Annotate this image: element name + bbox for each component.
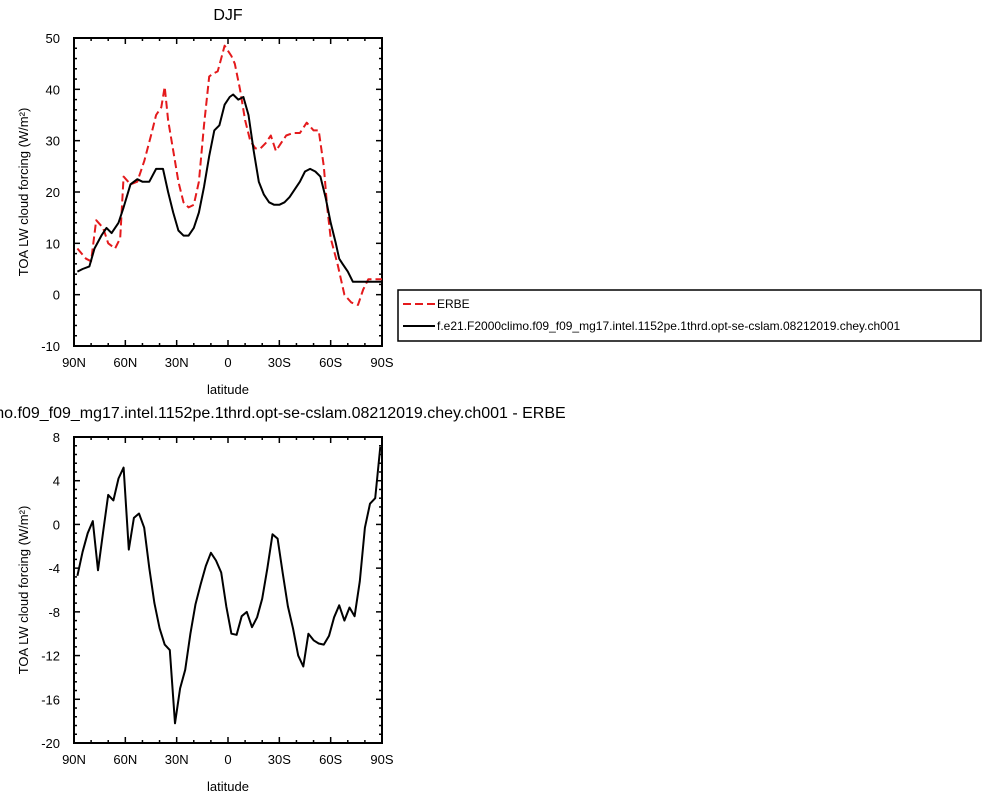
x-axis-label: latitude	[207, 779, 249, 794]
x-axis-label: latitude	[207, 382, 249, 397]
x-tick-label: 60N	[113, 752, 137, 767]
y-tick-label: 20	[46, 185, 60, 200]
y-tick-label: -12	[41, 649, 60, 664]
x-tick-label: 90N	[62, 752, 86, 767]
x-tick-label: 30N	[165, 355, 189, 370]
x-tick-label: 0	[224, 355, 231, 370]
y-tick-label: -20	[41, 736, 60, 751]
x-tick-label: 90N	[62, 355, 86, 370]
chart-title: f.e21.F2000climo.f09_f09_mg17.intel.1152…	[0, 405, 566, 422]
y-tick-label: 4	[53, 474, 60, 489]
series-line-erbe	[76, 44, 382, 306]
chart-title: DJF	[213, 7, 243, 24]
x-tick-label: 90S	[370, 752, 393, 767]
x-tick-label: 30S	[268, 355, 291, 370]
series-line-model	[76, 446, 382, 725]
bottom-panel: f.e21.F2000climo.f09_f09_mg17.intel.1152…	[0, 405, 566, 794]
legend-entry: ERBE	[437, 297, 470, 311]
legend-entry: f.e21.F2000climo.f09_f09_mg17.intel.1152…	[437, 319, 901, 333]
y-tick-label: 8	[53, 430, 60, 445]
legend: ERBE f.e21.F2000climo.f09_f09_mg17.intel.…	[397, 289, 982, 342]
plot-frame	[73, 436, 383, 744]
x-tick-label: 30S	[268, 752, 291, 767]
y-tick-label: 10	[46, 236, 60, 251]
x-tick-label: 60N	[113, 355, 137, 370]
y-tick-label: -4	[48, 561, 60, 576]
x-tick-label: 90S	[370, 355, 393, 370]
y-tick-label: -8	[48, 605, 60, 620]
plot-frame	[73, 37, 383, 347]
legend-box	[397, 289, 982, 342]
top-panel: DJF 90N 60N 30N 0 30S 60S 90S -10 0 10 20 30 40 50 lati…	[16, 7, 394, 397]
y-tick-label: 30	[46, 134, 60, 149]
y-tick-label: 40	[46, 82, 60, 97]
series-line-model	[76, 93, 382, 283]
x-tick-label: 0	[224, 752, 231, 767]
y-axis-label: TOA LW cloud forcing (W/m²)	[16, 506, 31, 675]
y-tick-label: 50	[46, 31, 60, 46]
y-axis-label: TOA LW cloud forcing (W/m²)	[16, 108, 31, 277]
x-tick-label: 60S	[319, 355, 342, 370]
x-tick-label: 60S	[319, 752, 342, 767]
y-tick-label: -16	[41, 692, 60, 707]
y-tick-label: -10	[41, 339, 60, 354]
y-tick-label: 0	[53, 517, 60, 532]
x-tick-label: 30N	[165, 752, 189, 767]
y-tick-label: 0	[53, 288, 60, 303]
